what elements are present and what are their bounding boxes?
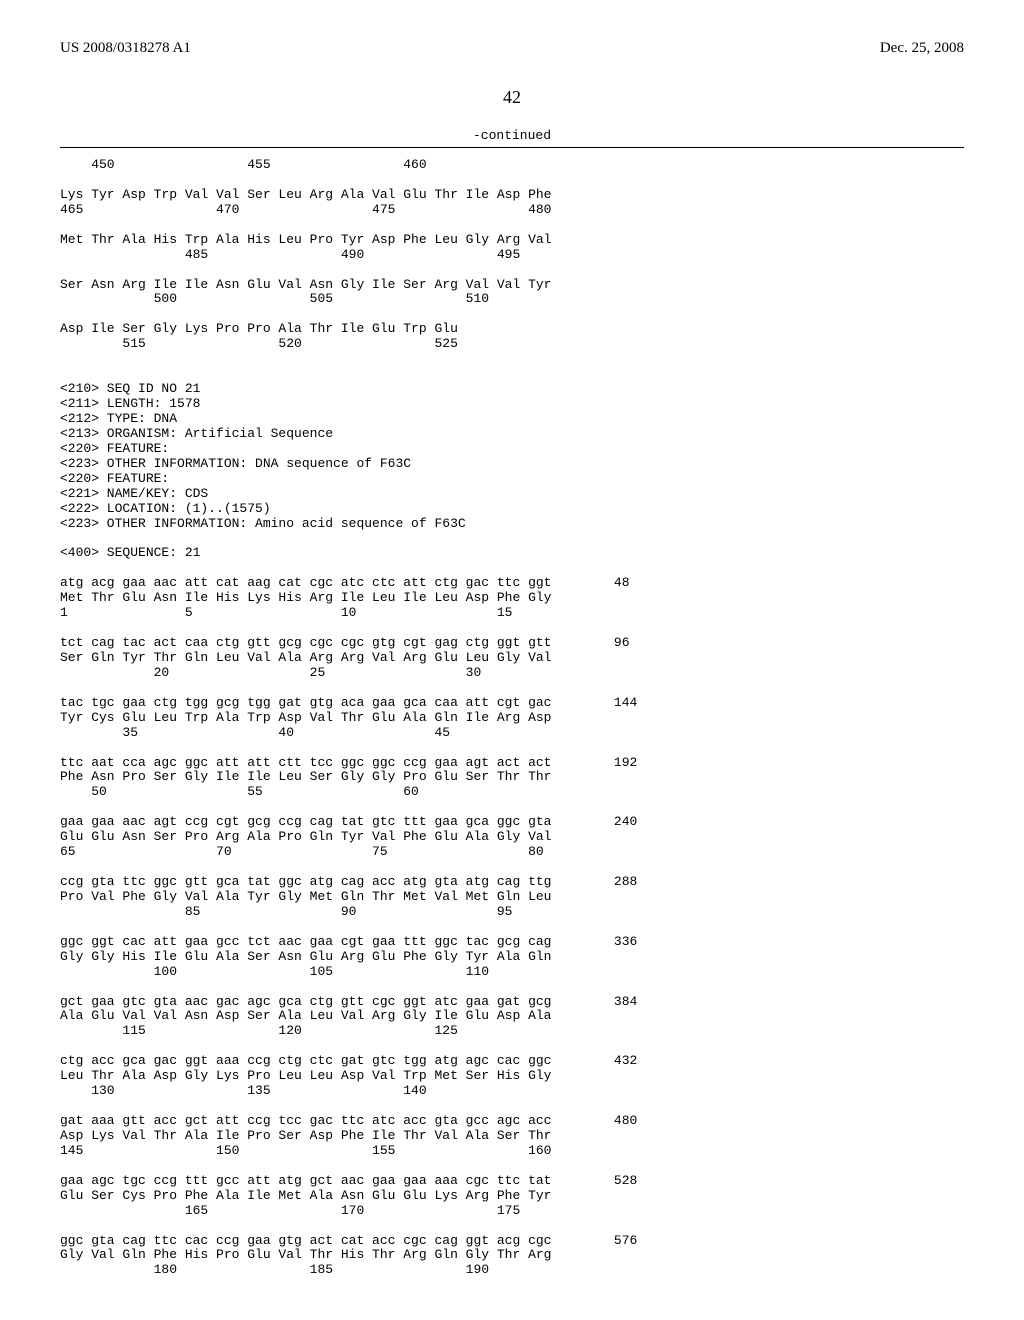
sequence-line: 465 470 475 480: [60, 203, 964, 218]
sequence-line: [60, 980, 964, 995]
sequence-line: Glu Ser Cys Pro Phe Ala Ile Met Ala Asn …: [60, 1189, 964, 1204]
sequence-line: 165 170 175: [60, 1204, 964, 1219]
sequence-line: ctg acc gca gac ggt aaa ccg ctg ctc gat …: [60, 1054, 964, 1069]
sequence-line: 85 90 95: [60, 905, 964, 920]
sequence-line: gaa gaa aac agt ccg cgt gcg ccg cag tat …: [60, 815, 964, 830]
sequence-line: 115 120 125: [60, 1024, 964, 1039]
sequence-line: Ala Glu Val Val Asn Asp Ser Ala Leu Val …: [60, 1009, 964, 1024]
sequence-line: tct cag tac act caa ctg gtt gcg cgc cgc …: [60, 636, 964, 651]
sequence-line: 500 505 510: [60, 292, 964, 307]
sequence-line: 180 185 190: [60, 1263, 964, 1278]
sequence-line: Asp Lys Val Thr Ala Ile Pro Ser Asp Phe …: [60, 1129, 964, 1144]
sequence-line: Leu Thr Ala Asp Gly Lys Pro Leu Leu Asp …: [60, 1069, 964, 1084]
continued-label: -continued: [60, 128, 964, 143]
sequence-line: 485 490 495: [60, 248, 964, 263]
sequence-line: Met Thr Glu Asn Ile His Lys His Arg Ile …: [60, 591, 964, 606]
sequence-line: 20 25 30: [60, 666, 964, 681]
sequence-line: [60, 173, 964, 188]
sequence-line: Pro Val Phe Gly Val Ala Tyr Gly Met Gln …: [60, 890, 964, 905]
sequence-line: <210> SEQ ID NO 21: [60, 382, 964, 397]
sequence-line: 35 40 45: [60, 726, 964, 741]
sequence-line: atg acg gaa aac att cat aag cat cgc atc …: [60, 576, 964, 591]
sequence-line: [60, 367, 964, 382]
sequence-line: gct gaa gtc gta aac gac agc gca ctg gtt …: [60, 995, 964, 1010]
sequence-line: Lys Tyr Asp Trp Val Val Ser Leu Arg Ala …: [60, 188, 964, 203]
sequence-line: [60, 1159, 964, 1174]
header-right: Dec. 25, 2008: [880, 40, 964, 57]
sequence-line: 50 55 60: [60, 785, 964, 800]
sequence-line: ggc ggt cac att gaa gcc tct aac gaa cgt …: [60, 935, 964, 950]
sequence-line: gaa agc tgc ccg ttt gcc att atg gct aac …: [60, 1174, 964, 1189]
sequence-line: tac tgc gaa ctg tgg gcg tgg gat gtg aca …: [60, 696, 964, 711]
sequence-line: 450 455 460: [60, 158, 964, 173]
sequence-line: Gly Gly His Ile Glu Ala Ser Asn Glu Arg …: [60, 950, 964, 965]
sequence-line: [60, 263, 964, 278]
sequence-line: 515 520 525: [60, 337, 964, 352]
sequence-line: 65 70 75 80: [60, 845, 964, 860]
sequence-line: [60, 920, 964, 935]
sequence-line: Phe Asn Pro Ser Gly Ile Ile Leu Ser Gly …: [60, 770, 964, 785]
sequence-line: <222> LOCATION: (1)..(1575): [60, 502, 964, 517]
sequence-line: <220> FEATURE:: [60, 472, 964, 487]
sequence-line: Gly Val Gln Phe His Pro Glu Val Thr His …: [60, 1248, 964, 1263]
page-number: 42: [60, 87, 964, 108]
sequence-line: <223> OTHER INFORMATION: DNA sequence of…: [60, 457, 964, 472]
sequence-line: [60, 621, 964, 636]
header: US 2008/0318278 A1 Dec. 25, 2008: [60, 40, 964, 57]
sequence-line: Asp Ile Ser Gly Lys Pro Pro Ala Thr Ile …: [60, 322, 964, 337]
sequence-line: 145 150 155 160: [60, 1144, 964, 1159]
sequence-line: ccg gta ttc ggc gtt gca tat ggc atg cag …: [60, 875, 964, 890]
sequence-line: [60, 681, 964, 696]
sequence-line: Glu Glu Asn Ser Pro Arg Ala Pro Gln Tyr …: [60, 830, 964, 845]
sequence-line: Ser Asn Arg Ile Ile Asn Glu Val Asn Gly …: [60, 278, 964, 293]
sequence-line: Tyr Cys Glu Leu Trp Ala Trp Asp Val Thr …: [60, 711, 964, 726]
sequence-line: [60, 531, 964, 546]
sequence-line: 100 105 110: [60, 965, 964, 980]
sequence-line: 1 5 10 15: [60, 606, 964, 621]
sequence-line: gat aaa gtt acc gct att ccg tcc gac ttc …: [60, 1114, 964, 1129]
sequence-line: <221> NAME/KEY: CDS: [60, 487, 964, 502]
page: US 2008/0318278 A1 Dec. 25, 2008 42 -con…: [0, 0, 1024, 1318]
sequence-line: [60, 352, 964, 367]
sequence-line: [60, 561, 964, 576]
header-left: US 2008/0318278 A1: [60, 40, 191, 57]
sequence-line: [60, 1039, 964, 1054]
sequence-line: ttc aat cca agc ggc att att ctt tcc ggc …: [60, 756, 964, 771]
sequence-line: <213> ORGANISM: Artificial Sequence: [60, 427, 964, 442]
sequence-line: [60, 800, 964, 815]
sequence-line: <220> FEATURE:: [60, 442, 964, 457]
sequence-line: <212> TYPE: DNA: [60, 412, 964, 427]
sequence-line: ggc gta cag ttc cac ccg gaa gtg act cat …: [60, 1234, 964, 1249]
sequence-block: 450 455 460 Lys Tyr Asp Trp Val Val Ser …: [60, 158, 964, 1278]
sequence-line: [60, 307, 964, 322]
sequence-line: [60, 741, 964, 756]
sequence-line: 130 135 140: [60, 1084, 964, 1099]
top-rule: [60, 147, 964, 148]
sequence-line: Met Thr Ala His Trp Ala His Leu Pro Tyr …: [60, 233, 964, 248]
sequence-line: [60, 860, 964, 875]
sequence-line: <211> LENGTH: 1578: [60, 397, 964, 412]
sequence-line: [60, 1099, 964, 1114]
sequence-line: <400> SEQUENCE: 21: [60, 546, 964, 561]
sequence-line: Ser Gln Tyr Thr Gln Leu Val Ala Arg Arg …: [60, 651, 964, 666]
sequence-line: <223> OTHER INFORMATION: Amino acid sequ…: [60, 517, 964, 532]
sequence-line: [60, 218, 964, 233]
sequence-line: [60, 1219, 964, 1234]
